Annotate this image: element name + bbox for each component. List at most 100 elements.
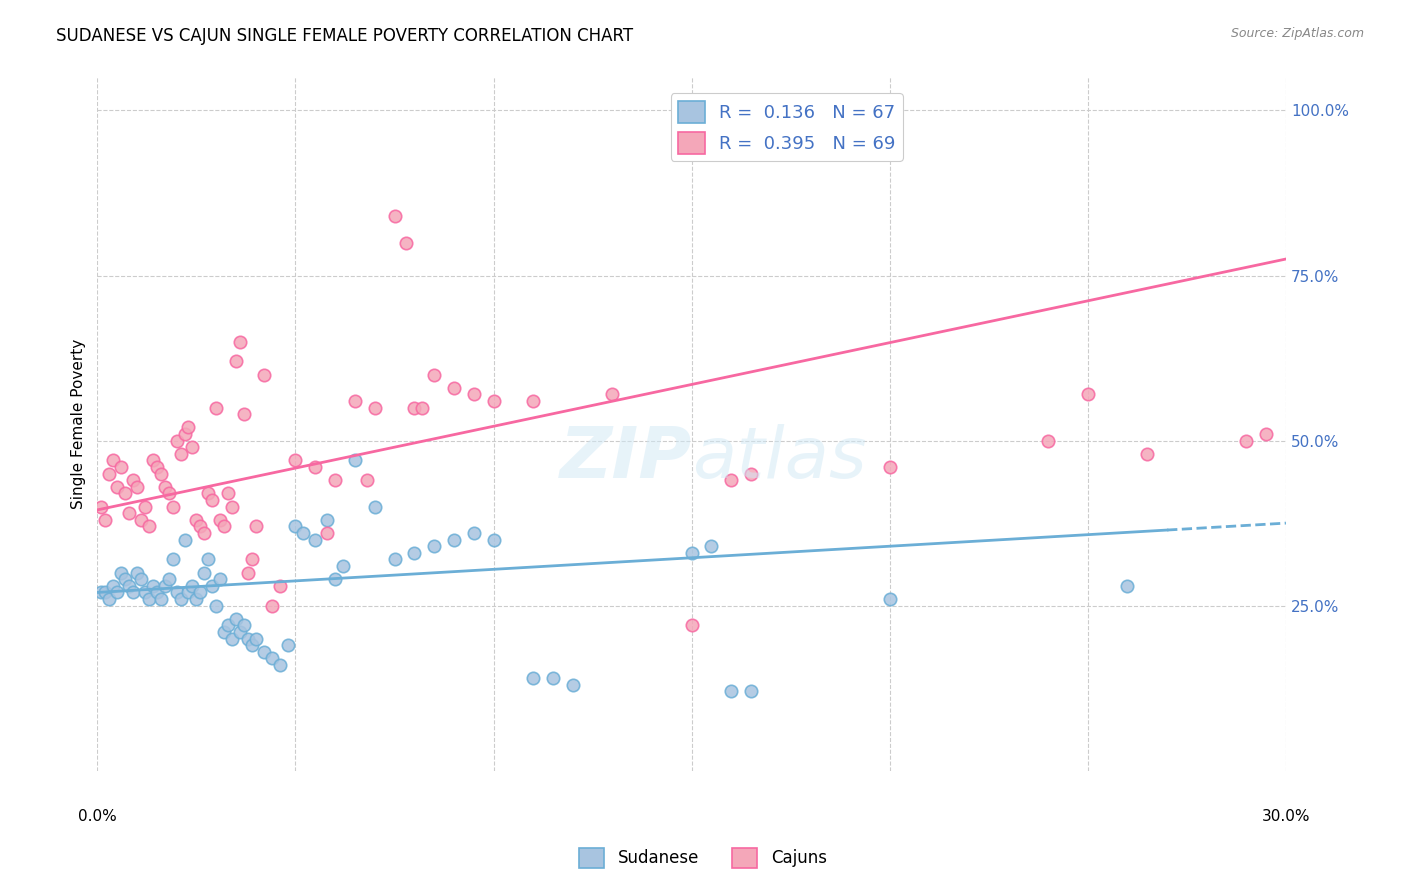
Point	[236, 566, 259, 580]
Point	[205, 599, 228, 613]
Point	[209, 572, 232, 586]
Point	[201, 493, 224, 508]
Point	[162, 552, 184, 566]
Point	[395, 235, 418, 250]
Point	[681, 546, 703, 560]
Point	[90, 585, 112, 599]
Point	[720, 684, 742, 698]
Point	[103, 579, 125, 593]
Point	[190, 585, 212, 599]
Point	[423, 539, 446, 553]
Point	[541, 671, 564, 685]
Point	[1077, 387, 1099, 401]
Point	[125, 480, 148, 494]
Point	[110, 460, 132, 475]
Point	[363, 500, 385, 514]
Point	[162, 500, 184, 514]
Point	[209, 513, 232, 527]
Point	[240, 638, 263, 652]
Point	[142, 579, 165, 593]
Point	[177, 420, 200, 434]
Point	[181, 440, 204, 454]
Point	[323, 572, 346, 586]
Text: Source: ZipAtlas.com: Source: ZipAtlas.com	[1230, 27, 1364, 40]
Point	[225, 354, 247, 368]
Point	[193, 566, 215, 580]
Point	[304, 533, 326, 547]
Point	[602, 387, 624, 401]
Point	[149, 467, 172, 481]
Point	[720, 473, 742, 487]
Point	[186, 592, 208, 607]
Point	[269, 658, 291, 673]
Point	[138, 519, 160, 533]
Point	[205, 401, 228, 415]
Point	[118, 579, 141, 593]
Point	[98, 592, 121, 607]
Point	[129, 513, 152, 527]
Point	[122, 473, 145, 487]
Point	[384, 552, 406, 566]
Point	[212, 519, 235, 533]
Point	[463, 387, 485, 401]
Point	[125, 566, 148, 580]
Point	[229, 334, 252, 349]
Text: 0.0%: 0.0%	[77, 809, 117, 824]
Point	[169, 592, 191, 607]
Point	[173, 533, 195, 547]
Point	[879, 460, 901, 475]
Point	[681, 618, 703, 632]
Point	[142, 453, 165, 467]
Point	[181, 579, 204, 593]
Point	[482, 394, 505, 409]
Point	[146, 460, 169, 475]
Point	[443, 533, 465, 547]
Point	[323, 473, 346, 487]
Point	[404, 401, 426, 415]
Point	[245, 519, 267, 533]
Point	[1256, 427, 1278, 442]
Point	[561, 678, 583, 692]
Point	[253, 645, 276, 659]
Point	[740, 467, 762, 481]
Point	[177, 585, 200, 599]
Point	[343, 453, 366, 467]
Point	[193, 526, 215, 541]
Legend: R =  0.136   N = 67, R =  0.395   N = 69: R = 0.136 N = 67, R = 0.395 N = 69	[671, 94, 903, 161]
Point	[522, 671, 544, 685]
Point	[103, 453, 125, 467]
Point	[98, 467, 121, 481]
Point	[197, 552, 219, 566]
Point	[138, 592, 160, 607]
Point	[157, 486, 180, 500]
Point	[463, 526, 485, 541]
Point	[292, 526, 315, 541]
Point	[114, 572, 136, 586]
Text: ZIP: ZIP	[560, 425, 692, 493]
Point	[356, 473, 378, 487]
Point	[149, 592, 172, 607]
Point	[221, 500, 243, 514]
Point	[129, 572, 152, 586]
Point	[134, 500, 156, 514]
Point	[225, 612, 247, 626]
Point	[404, 546, 426, 560]
Point	[153, 579, 176, 593]
Point	[217, 486, 239, 500]
Point	[105, 480, 128, 494]
Point	[90, 500, 112, 514]
Point	[332, 559, 354, 574]
Point	[1116, 579, 1139, 593]
Text: 30.0%: 30.0%	[1261, 809, 1310, 824]
Point	[284, 519, 307, 533]
Point	[269, 579, 291, 593]
Point	[94, 585, 117, 599]
Point	[217, 618, 239, 632]
Point	[277, 638, 299, 652]
Point	[740, 684, 762, 698]
Point	[343, 394, 366, 409]
Point	[134, 585, 156, 599]
Point	[522, 394, 544, 409]
Point	[260, 599, 283, 613]
Point	[1136, 447, 1159, 461]
